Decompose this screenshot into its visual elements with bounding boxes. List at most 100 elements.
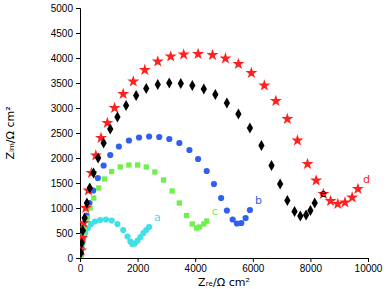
series-1	[80, 133, 253, 258]
point	[235, 109, 241, 120]
point	[232, 58, 244, 69]
y-tick-label: 4000	[51, 53, 74, 64]
y-tick-mark	[76, 83, 80, 84]
point	[166, 136, 172, 142]
y-tick-mark	[76, 133, 80, 134]
point	[178, 78, 184, 89]
point	[152, 169, 157, 174]
point	[281, 113, 293, 124]
point	[109, 217, 115, 223]
point	[206, 49, 218, 60]
y-tick-mark	[76, 233, 80, 234]
point	[91, 195, 96, 200]
point	[245, 67, 257, 78]
point	[92, 218, 98, 224]
y-tick-mark	[76, 258, 80, 259]
x-tick: 8000	[300, 258, 323, 274]
point	[116, 143, 122, 149]
y-tick-label: 500	[56, 228, 73, 239]
y-tick: 4500	[51, 28, 80, 39]
point	[152, 55, 164, 66]
point	[192, 48, 204, 59]
point	[96, 185, 101, 190]
point	[161, 177, 166, 182]
x-tick: 4000	[185, 258, 208, 274]
point	[97, 217, 103, 223]
point	[102, 176, 107, 181]
x-tick-label: 4000	[185, 263, 208, 274]
y-tick-mark	[76, 8, 80, 9]
point	[224, 207, 230, 213]
y-tick-mark	[76, 33, 80, 34]
point	[165, 50, 177, 61]
point	[307, 205, 313, 216]
point	[146, 224, 152, 230]
x-tick: 10000	[355, 258, 383, 274]
point	[90, 168, 96, 179]
y-tick-label: 0	[67, 253, 73, 264]
point	[84, 198, 90, 209]
y-tick-label: 3000	[51, 103, 74, 114]
y-tick-label: 5000	[51, 3, 74, 14]
point	[103, 216, 109, 222]
point	[109, 169, 114, 174]
x-tick-mark	[138, 258, 139, 262]
point	[120, 227, 126, 233]
point	[332, 198, 344, 209]
point	[127, 75, 139, 86]
point	[123, 100, 129, 111]
x-tick-mark	[310, 258, 311, 262]
x-tick-mark	[368, 258, 369, 262]
y-tick-label: 3500	[51, 78, 74, 89]
y-tick: 5000	[51, 3, 80, 14]
point	[204, 168, 210, 174]
point	[118, 164, 123, 169]
point	[258, 79, 270, 90]
point	[186, 147, 192, 153]
point	[114, 112, 120, 123]
y-tick: 500	[56, 228, 80, 239]
point	[166, 78, 172, 89]
point	[270, 95, 282, 106]
point	[310, 174, 322, 185]
series-2	[80, 162, 209, 258]
point	[117, 88, 129, 99]
point	[268, 160, 274, 171]
y-axis-line	[76, 9, 81, 259]
point	[312, 198, 318, 209]
point	[155, 79, 161, 90]
y-tick-mark	[76, 108, 80, 109]
point	[139, 64, 151, 75]
point	[218, 195, 224, 201]
point	[238, 220, 244, 226]
y-axis-title: Zᵢₘ/Ω cm²	[4, 106, 17, 159]
y-tick: 3000	[51, 103, 80, 114]
point	[80, 238, 85, 249]
points	[80, 48, 364, 258]
point	[195, 156, 201, 162]
point	[204, 218, 209, 223]
y-tick-mark	[76, 208, 80, 209]
x-tick-label: 6000	[242, 263, 265, 274]
y-tick-label: 4500	[51, 28, 74, 39]
point	[126, 137, 132, 143]
point	[189, 80, 195, 91]
x-axis: 0 2000 4000 6000 8000 10000	[78, 258, 383, 274]
plot: 0200040006000800010000050010001500200025…	[51, 3, 383, 274]
x-tick-label: 2000	[127, 263, 150, 274]
series-labels: abcde	[154, 173, 370, 224]
x-tick: 6000	[242, 258, 265, 274]
point	[101, 162, 107, 168]
point	[107, 124, 113, 135]
y-tick-label: 2500	[51, 128, 74, 139]
point	[95, 175, 101, 181]
x-tick: 2000	[127, 258, 150, 274]
point	[87, 183, 93, 194]
point	[136, 134, 142, 140]
point	[81, 213, 87, 224]
point	[80, 248, 84, 258]
point	[243, 215, 249, 221]
point	[219, 52, 231, 63]
x-tick: 0	[78, 258, 84, 274]
point	[133, 90, 139, 101]
